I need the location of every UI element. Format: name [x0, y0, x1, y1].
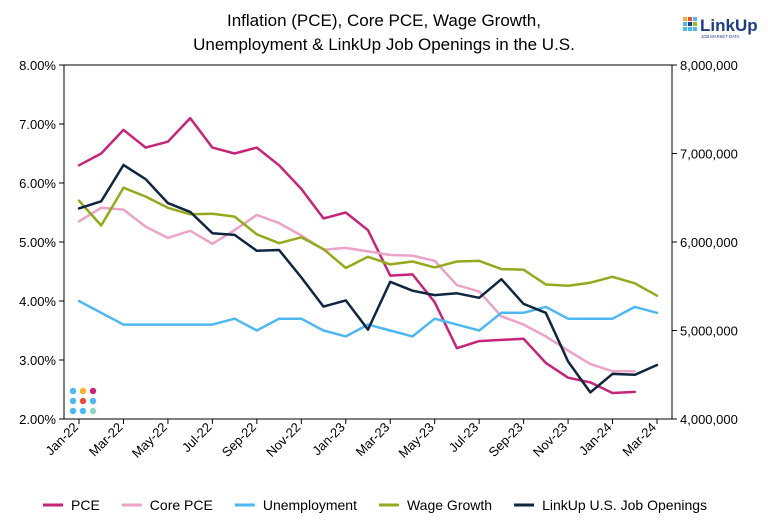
legend-label-wage-growth: Wage Growth	[407, 497, 492, 513]
series-line-linkup-u-s-job-openings	[77, 163, 659, 394]
right-axis: 4,000,000 5,000,000 6,000,000 7,000,000 8,00…	[672, 58, 738, 427]
legend-label-pce: PCE	[71, 497, 100, 513]
x-tick-label: Nov-23	[530, 420, 570, 460]
left-tick-label: 8.00%	[19, 58, 56, 73]
left-tick-label: 5.00%	[19, 235, 56, 250]
right-tick-label: 7,000,000	[680, 147, 738, 162]
x-tick-label: Jul-22	[179, 420, 215, 456]
left-tick-label: 7.00%	[19, 117, 56, 132]
series-line-core-pce	[77, 206, 637, 373]
legend-label-unemployment: Unemployment	[263, 497, 357, 513]
left-tick-label: 2.00%	[19, 412, 56, 427]
dot-grid-mark	[69, 387, 97, 415]
right-tick-label: 8,000,000	[680, 58, 738, 73]
brand-logo-tagline: JOB MARKET DATA	[701, 34, 740, 39]
legend-label-core-pce: Core PCE	[150, 497, 213, 513]
series-line-unemployment	[77, 299, 659, 338]
left-tick-label: 4.00%	[19, 294, 56, 309]
x-tick-label: Sep-22	[219, 420, 259, 460]
brand-logo-name: LinkUp	[700, 16, 758, 35]
brand-logo: LinkUp JOB MARKET DATA	[683, 16, 758, 39]
right-tick-label: 5,000,000	[680, 324, 738, 339]
x-axis: Jan-22 Mar-22 May-22 Jul-22 Sep-22 Nov-22 Jan-…	[42, 419, 659, 461]
right-tick-label: 6,000,000	[680, 235, 738, 250]
x-tick-label: Mar-23	[353, 420, 393, 460]
chart-title-line-1: Inflation (PCE), Core PCE, Wage Growth,	[227, 11, 541, 30]
x-tick-label: Jul-23	[446, 420, 482, 456]
x-tick-label: Jan-23	[309, 420, 348, 459]
brand-logo-mark	[683, 17, 697, 31]
plot-frame	[63, 64, 673, 420]
series-lines	[77, 116, 659, 395]
left-tick-label: 3.00%	[19, 353, 56, 368]
legend: PCE Core PCE Unemployment Wage Growth LinkUp…	[43, 497, 707, 513]
left-tick-label: 6.00%	[19, 176, 56, 191]
right-tick-label: 4,000,000	[680, 412, 738, 427]
x-tick-label: May-22	[129, 420, 170, 461]
series-line-pce	[77, 116, 637, 395]
x-tick-label: Mar-22	[86, 420, 126, 460]
series-line-wage-growth	[77, 186, 659, 297]
left-axis: 2.00% 3.00% 4.00% 5.00% 6.00% 7.00% 8.00%	[19, 58, 64, 427]
x-tick-label: Jan-24	[576, 420, 615, 459]
chart-title-line-2: Unemployment & LinkUp Job Openings in th…	[193, 35, 575, 54]
legend-label-linkup-u-s-job-openings: LinkUp U.S. Job Openings	[542, 497, 707, 513]
x-tick-label: Nov-22	[263, 420, 303, 460]
x-tick-label: May-23	[396, 420, 437, 461]
x-tick-label: Mar-24	[619, 420, 659, 460]
x-tick-label: Sep-23	[485, 420, 525, 460]
